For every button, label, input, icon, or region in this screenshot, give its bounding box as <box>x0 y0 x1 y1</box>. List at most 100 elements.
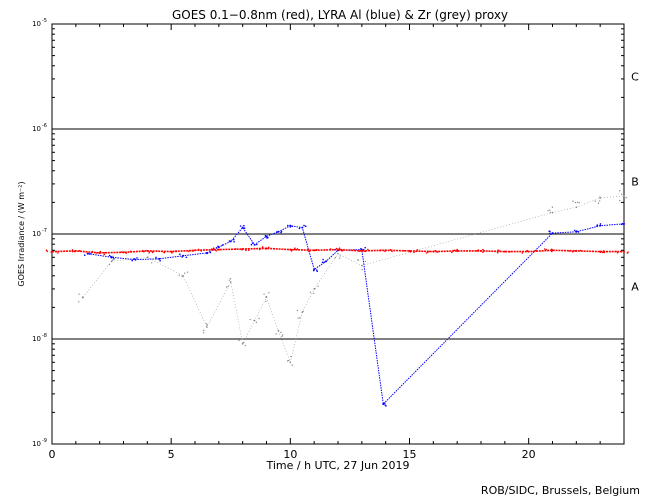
data-point <box>599 197 601 199</box>
data-point <box>202 329 205 331</box>
data-point <box>185 256 188 259</box>
data-point <box>403 249 405 252</box>
data-point <box>615 250 617 253</box>
data-point <box>535 249 537 252</box>
data-point <box>253 243 256 246</box>
data-point <box>91 250 94 253</box>
data-point <box>599 200 601 202</box>
data-point <box>357 259 359 261</box>
data-point <box>415 250 417 253</box>
data-point <box>358 250 361 253</box>
data-point <box>303 224 305 227</box>
data-point <box>482 249 485 252</box>
data-point <box>241 226 244 229</box>
data-point <box>576 230 578 232</box>
data-point <box>482 251 484 253</box>
data-point <box>616 251 619 254</box>
data-point <box>621 193 623 195</box>
data-point <box>294 247 296 249</box>
data-point <box>389 248 392 251</box>
data-point <box>291 249 293 251</box>
data-point <box>339 255 341 257</box>
y-tick-label: 10 <box>32 125 41 133</box>
data-point <box>322 258 324 261</box>
data-point <box>158 257 161 260</box>
data-point <box>621 222 624 225</box>
data-point <box>159 259 161 262</box>
data-point <box>316 270 319 273</box>
data-point <box>313 292 315 295</box>
data-point <box>265 295 267 298</box>
data-point <box>290 355 292 358</box>
data-point <box>238 339 240 342</box>
data-point <box>258 248 261 251</box>
data-point <box>291 364 293 366</box>
data-point <box>341 249 344 252</box>
data-point <box>267 236 269 239</box>
x-axis-label: Time / h UTC, 27 Jun 2019 <box>265 459 409 472</box>
data-point <box>258 317 260 320</box>
data-point <box>338 257 341 259</box>
data-point <box>627 251 629 253</box>
data-point <box>301 226 304 229</box>
data-point <box>543 248 546 250</box>
data-point <box>547 210 549 212</box>
flare-class-label: A <box>631 281 639 294</box>
data-point <box>280 231 282 234</box>
data-point <box>299 317 301 319</box>
data-point <box>599 196 601 198</box>
data-point <box>451 251 453 254</box>
data-point <box>549 209 551 211</box>
data-point <box>597 202 600 204</box>
data-point <box>503 250 506 253</box>
data-point <box>206 252 209 254</box>
data-point <box>46 250 49 253</box>
flare-class-label: B <box>631 176 639 189</box>
data-point <box>452 249 455 252</box>
y-tick-exponent: -7 <box>42 228 47 234</box>
data-point <box>476 250 478 252</box>
data-point <box>239 225 242 227</box>
data-point <box>323 261 326 264</box>
data-point <box>136 257 138 259</box>
data-point <box>549 211 551 214</box>
data-point <box>151 262 153 264</box>
data-point <box>623 250 625 253</box>
data-point <box>549 232 551 235</box>
data-point <box>477 249 480 251</box>
data-point <box>599 223 602 225</box>
data-point <box>337 252 339 255</box>
y-tick-exponent: -8 <box>42 333 47 339</box>
data-point <box>329 248 332 250</box>
data-point <box>95 252 98 254</box>
data-point <box>228 279 230 281</box>
data-point <box>289 248 292 251</box>
data-point <box>547 249 549 252</box>
data-point <box>263 293 265 295</box>
data-point <box>229 278 232 280</box>
data-point <box>243 341 245 344</box>
data-point <box>209 251 212 254</box>
data-point <box>287 359 290 362</box>
data-point <box>575 206 578 208</box>
data-point <box>245 249 247 252</box>
data-point <box>233 241 235 243</box>
series-zr-grey <box>78 190 627 366</box>
x-tick-label: 20 <box>522 448 536 461</box>
data-point <box>148 251 151 253</box>
data-point <box>574 201 577 204</box>
data-point <box>206 324 209 326</box>
data-point <box>289 226 292 228</box>
data-point <box>184 272 186 274</box>
x-axis: 0 5 10 15 20 <box>49 24 625 461</box>
data-point <box>599 224 602 227</box>
data-point <box>186 271 189 273</box>
data-point <box>251 242 254 244</box>
data-point <box>86 252 89 255</box>
data-point <box>367 248 369 251</box>
data-point <box>289 361 292 364</box>
data-point <box>155 258 157 260</box>
data-point <box>142 250 145 253</box>
y-tick-exponent: -5 <box>42 18 47 24</box>
data-point <box>601 251 604 254</box>
